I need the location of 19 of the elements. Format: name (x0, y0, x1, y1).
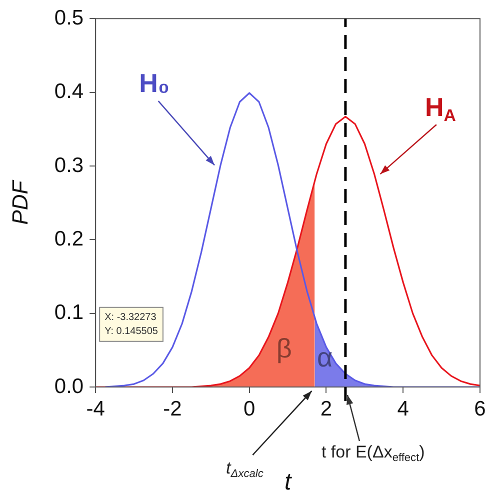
y-tick-label: 0.1 (54, 301, 84, 324)
x-tick-label: 6 (474, 397, 486, 420)
annotation: Y: 0.145505 (104, 326, 158, 338)
series-label: α (316, 342, 333, 372)
y-tick-label: 0.5 (54, 6, 84, 30)
x-tick-label: 4 (397, 397, 410, 420)
y-tick-label: 0.0 (54, 374, 84, 398)
series-label: β (276, 334, 292, 364)
x-tick-label: -2 (163, 397, 182, 420)
y-tick-label: 0.2 (54, 227, 84, 250)
y-tick-label: 0.3 (54, 154, 84, 177)
annotation: X: -3.32273 (104, 312, 157, 324)
x-tick-label: 0 (244, 397, 256, 420)
x-axis-title: t (284, 468, 292, 496)
text: H₀ (139, 68, 170, 98)
x-tick-label: 2 (320, 397, 332, 420)
y-axis-title: PDF (7, 179, 32, 225)
x-tick-label: -4 (86, 397, 106, 420)
y-tick-label: 0.4 (54, 80, 84, 104)
